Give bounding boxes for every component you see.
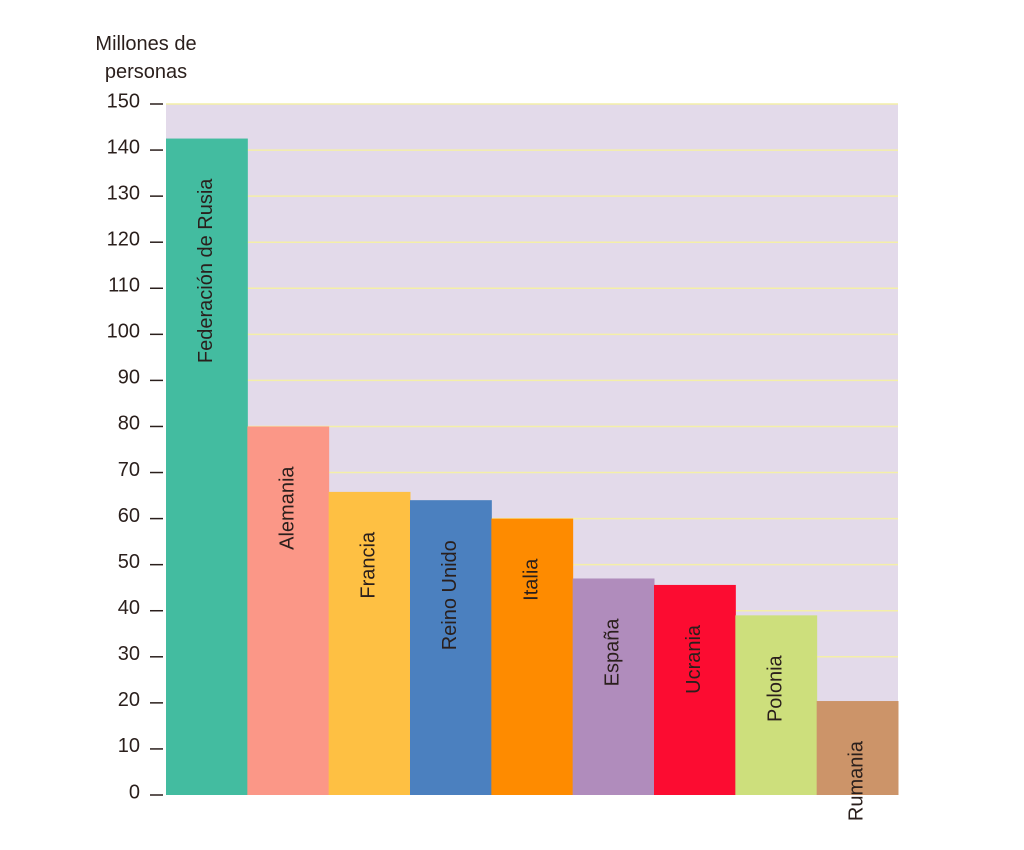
bar-label: Ucrania — [683, 624, 705, 694]
bar — [654, 584, 736, 795]
bar-label: Francia — [358, 531, 380, 599]
y-tick-label: 40 — [118, 597, 140, 619]
y-tick-label: 10 — [118, 735, 140, 757]
y-tick-label: 80 — [118, 413, 140, 435]
bar — [735, 615, 818, 795]
y-tick-label: 110 — [108, 275, 140, 297]
bar — [166, 138, 248, 796]
y-tick-label: 90 — [118, 367, 140, 389]
bar — [328, 491, 411, 795]
bar — [410, 500, 492, 795]
y-tick-label: 20 — [118, 689, 140, 711]
bar-label: Federación de Rusia — [195, 178, 217, 363]
bar-label: Alemania — [276, 466, 298, 550]
bar — [816, 701, 899, 795]
y-tick-label: 0 — [129, 781, 140, 803]
y-tick-label: 130 — [107, 182, 140, 204]
bar — [491, 518, 574, 795]
y-tick-label: 140 — [107, 136, 140, 158]
y-tick-label: 60 — [118, 505, 140, 527]
bar-label: España — [602, 618, 624, 687]
bar-label: Rumania — [846, 740, 868, 821]
y-tick-label: 120 — [107, 228, 140, 250]
bar-label: Italia — [520, 558, 542, 601]
y-tick-label: 30 — [118, 643, 140, 665]
bar-label: Polonia — [764, 654, 786, 722]
bar-label: Reino Unido — [439, 540, 461, 650]
y-tick-label: 70 — [118, 459, 140, 481]
y-tick-label: 100 — [107, 321, 140, 343]
bar — [247, 426, 330, 795]
y-axis-title: Millones de personas — [95, 33, 197, 83]
y-tick-label: 50 — [118, 551, 140, 573]
y-tick-label: 150 — [107, 90, 140, 112]
bar — [572, 578, 655, 795]
